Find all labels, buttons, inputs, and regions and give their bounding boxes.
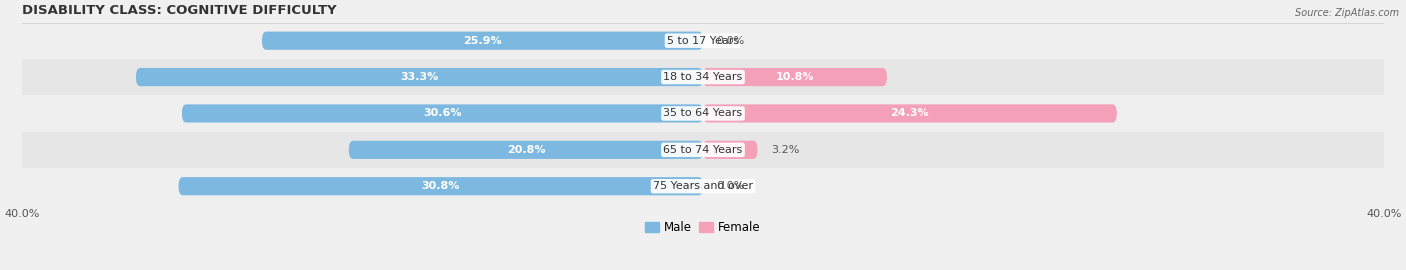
FancyBboxPatch shape (181, 104, 703, 123)
Bar (22, 132, 1384, 168)
Text: Source: ZipAtlas.com: Source: ZipAtlas.com (1295, 8, 1399, 18)
Text: 18 to 34 Years: 18 to 34 Years (664, 72, 742, 82)
Text: 0.0%: 0.0% (717, 36, 745, 46)
Legend: Male, Female: Male, Female (641, 216, 765, 238)
Text: 30.8%: 30.8% (422, 181, 460, 191)
Text: 20.8%: 20.8% (506, 145, 546, 155)
Bar (22, 95, 1384, 132)
FancyBboxPatch shape (136, 68, 703, 86)
FancyBboxPatch shape (262, 32, 703, 50)
FancyBboxPatch shape (703, 68, 887, 86)
Text: DISABILITY CLASS: COGNITIVE DIFFICULTY: DISABILITY CLASS: COGNITIVE DIFFICULTY (22, 4, 336, 17)
Text: 10.8%: 10.8% (776, 72, 814, 82)
Bar (22, 168, 1384, 204)
Text: 25.9%: 25.9% (463, 36, 502, 46)
Text: 5 to 17 Years: 5 to 17 Years (666, 36, 740, 46)
Text: 30.6%: 30.6% (423, 109, 461, 119)
Text: 65 to 74 Years: 65 to 74 Years (664, 145, 742, 155)
Text: 0.0%: 0.0% (717, 181, 745, 191)
FancyBboxPatch shape (703, 141, 758, 159)
FancyBboxPatch shape (703, 104, 1116, 123)
Bar (22, 22, 1384, 59)
Text: 35 to 64 Years: 35 to 64 Years (664, 109, 742, 119)
Text: 33.3%: 33.3% (401, 72, 439, 82)
Bar (22, 59, 1384, 95)
Text: 75 Years and over: 75 Years and over (652, 181, 754, 191)
FancyBboxPatch shape (179, 177, 703, 195)
Text: 3.2%: 3.2% (770, 145, 800, 155)
Text: 24.3%: 24.3% (890, 109, 929, 119)
FancyBboxPatch shape (349, 141, 703, 159)
